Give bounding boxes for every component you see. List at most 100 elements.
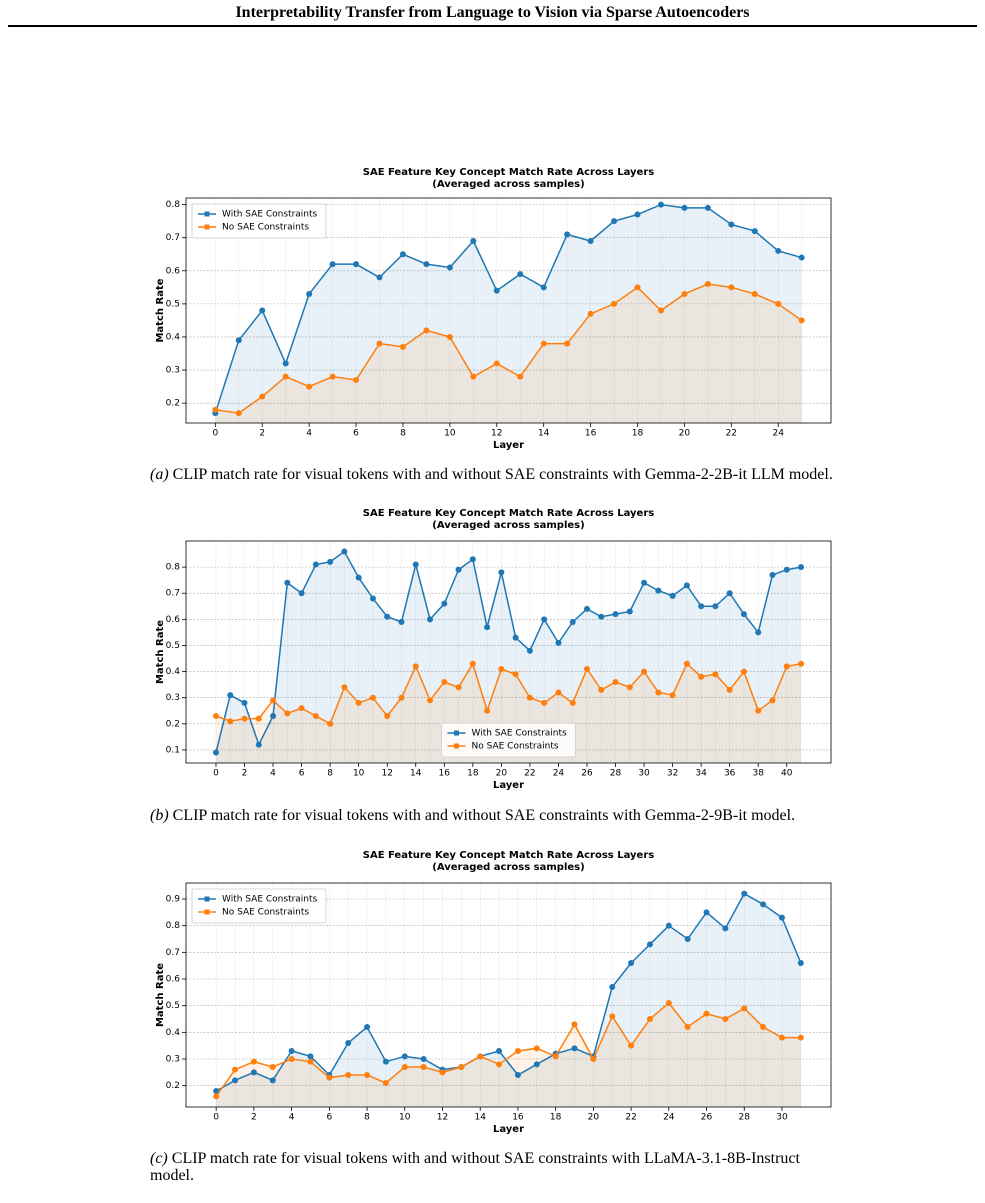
x-tick-label: 34	[695, 769, 707, 779]
plot-frame	[185, 540, 832, 764]
x-tick-label: 14	[538, 429, 550, 439]
x-tick-label: 30	[638, 769, 650, 779]
data-point	[726, 686, 733, 693]
x-axis-label: Layer	[493, 440, 524, 451]
data-point	[755, 629, 762, 636]
data-point	[312, 712, 319, 719]
data-point	[423, 327, 430, 334]
data-point	[655, 587, 662, 594]
data-point	[364, 1024, 371, 1030]
data-point	[583, 665, 590, 672]
data-point	[212, 712, 219, 719]
data-point	[628, 960, 635, 966]
data-point	[769, 571, 776, 578]
data-point	[681, 204, 688, 211]
chart-subtitle: (Averaged across samples)	[432, 520, 584, 531]
data-point	[355, 699, 362, 706]
x-tick-label: 38	[752, 769, 764, 779]
data-point	[398, 694, 405, 701]
data-point	[496, 1048, 503, 1054]
legend-label: With SAE Constraints	[222, 210, 318, 220]
data-point	[657, 307, 664, 314]
x-tick-label: 8	[364, 1113, 370, 1123]
data-point	[681, 290, 688, 297]
area	[215, 284, 802, 423]
data-point	[250, 1069, 257, 1076]
caption-text: CLIP match rate for visual tokens with a…	[172, 466, 833, 483]
data-point	[564, 340, 571, 347]
x-tick-label: 10	[353, 769, 365, 779]
series-line	[215, 1001, 801, 1097]
data-point	[353, 261, 360, 268]
data-point	[798, 317, 805, 324]
data-point	[255, 741, 262, 748]
data-point	[798, 564, 805, 571]
data-point	[798, 254, 805, 261]
data-point	[498, 569, 505, 576]
x-tick-label: 16	[585, 429, 597, 439]
data-point	[628, 1042, 635, 1049]
data-point	[726, 590, 733, 597]
x-tick-label: 0	[212, 429, 218, 439]
x-tick-label: 20	[496, 769, 508, 779]
data-point	[669, 692, 676, 699]
y-tick-label: 0.9	[166, 895, 181, 905]
data-point	[704, 281, 711, 288]
chart-subtitle: (Averaged across samples)	[432, 862, 584, 873]
data-point	[412, 561, 419, 568]
x-tick-label: 18	[550, 1113, 562, 1123]
y-tick-label: 0.4	[166, 1028, 181, 1038]
x-tick-label: 18	[467, 769, 479, 779]
x-tick-label: 0	[213, 769, 219, 779]
data-point	[641, 668, 648, 675]
data-point	[355, 574, 362, 581]
caption: (b) CLIP match rate for visual tokens wit…	[150, 807, 840, 824]
y-axis-label: Match Rate	[155, 620, 166, 684]
data-point	[514, 1048, 521, 1054]
header-title: Interpretability Transfer from Language …	[235, 4, 750, 21]
x-tick-label: 8	[400, 429, 406, 439]
x-tick-label: 14	[474, 1113, 486, 1123]
data-point	[412, 663, 419, 670]
data-point	[722, 1016, 729, 1022]
data-point	[775, 300, 782, 307]
y-tick-label: 0.7	[166, 233, 180, 243]
x-tick-label: 10	[399, 1113, 411, 1123]
data-point	[312, 561, 319, 568]
data-point	[241, 715, 248, 722]
data-point	[353, 376, 360, 383]
x-tick-label: 22	[625, 1113, 636, 1123]
y-tick-label: 0.8	[166, 200, 181, 210]
data-point	[526, 647, 533, 654]
data-point	[446, 333, 453, 340]
data-point	[212, 749, 219, 756]
x-tick-label: 24	[663, 1113, 675, 1123]
x-tick-label: 32	[667, 769, 678, 779]
data-point	[571, 1045, 578, 1052]
x-tick-label: 12	[437, 1113, 448, 1123]
data-point	[598, 686, 605, 693]
data-point	[669, 592, 676, 599]
legend-label: No SAE Constraints	[222, 908, 309, 918]
data-point	[441, 600, 448, 607]
x-tick-label: 2	[242, 769, 248, 779]
y-axis-label: Match Rate	[155, 963, 166, 1027]
series-line	[215, 283, 803, 414]
data-point	[728, 284, 735, 291]
legend-marker	[204, 909, 210, 915]
x-tick-label: 24	[773, 429, 785, 439]
data-point	[399, 251, 406, 258]
data-point	[270, 712, 277, 719]
x-tick-label: 12	[491, 429, 502, 439]
data-point	[751, 228, 758, 235]
data-point	[213, 1093, 220, 1100]
data-point	[455, 566, 462, 573]
x-tick-label: 6	[299, 769, 305, 779]
data-point	[382, 1058, 389, 1065]
data-point	[306, 290, 313, 297]
x-tick-label: 26	[701, 1113, 713, 1123]
data-point	[329, 261, 336, 268]
data-point	[657, 201, 664, 208]
caption-label: (c)	[150, 1150, 168, 1167]
